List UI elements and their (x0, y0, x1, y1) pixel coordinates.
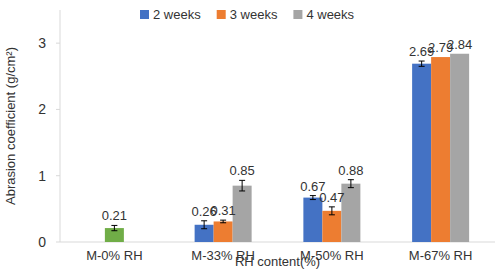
chart: 01230.210.260.310.850.670.470.882.692.79… (0, 0, 500, 272)
legend-label: 4 weeks (306, 7, 354, 22)
error-bar (201, 221, 207, 229)
error-bar (310, 196, 316, 200)
x-tick-label: M-67% RH (409, 248, 473, 263)
data-label: 2.84 (447, 37, 472, 52)
legend-swatch (140, 10, 149, 19)
bar (322, 211, 341, 242)
y-tick-label: 2 (38, 101, 46, 117)
bars (105, 54, 469, 242)
y-tick (56, 109, 60, 110)
legend-swatch (217, 10, 226, 19)
y-axis-title: Abrasion coefficient (g/cm²) (3, 47, 18, 205)
x-axis-title: RH content(%) (235, 254, 320, 269)
labels: 0.210.260.310.850.670.470.882.692.792.84 (102, 37, 473, 224)
y-tick-label: 1 (38, 168, 46, 184)
data-label: 0.88 (338, 163, 363, 178)
data-label: 0.21 (102, 208, 127, 223)
data-label: 0.31 (210, 203, 235, 218)
bar (450, 54, 469, 242)
y-tick-label: 0 (38, 234, 46, 250)
y-tick-label: 3 (38, 35, 46, 51)
legend-label: 3 weeks (230, 7, 278, 22)
data-label: 0.47 (319, 190, 344, 205)
data-label: 0.85 (229, 163, 254, 178)
y-tick (56, 43, 60, 44)
y-tick (56, 242, 60, 243)
error-bar (329, 207, 335, 215)
y-tick (56, 175, 60, 176)
y-axis-line (60, 10, 61, 242)
error-bar (111, 225, 117, 230)
error-bar (220, 220, 226, 223)
bar (214, 221, 233, 242)
error-bar (239, 180, 245, 191)
error-bar (348, 180, 354, 188)
bar (431, 57, 450, 242)
legend-label: 2 weeks (153, 7, 201, 22)
x-tick-label: M-0% RH (86, 248, 142, 263)
error-bar (419, 61, 425, 66)
legend: 2 weeks 3 weeks 4 weeks (140, 7, 355, 22)
legend-swatch (293, 10, 302, 19)
bar (412, 64, 431, 242)
